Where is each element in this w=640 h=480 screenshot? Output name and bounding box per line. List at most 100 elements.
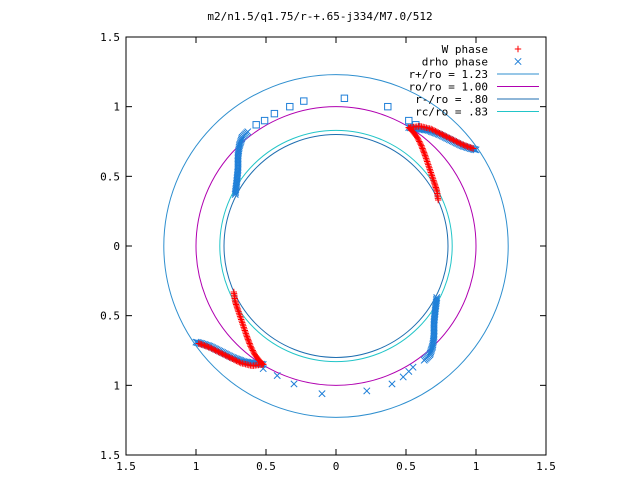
W-phase-marker [248,344,255,351]
W-phase-marker [429,126,436,133]
W-phase-marker [237,314,244,322]
W-phase-marker [244,334,251,342]
W-phase-marker [470,145,477,152]
W-phase-marker [244,336,252,343]
x-tick-label: 1.5 [116,460,136,473]
W-phase-marker [425,163,432,170]
W-phase-marker [205,343,212,351]
W-phase-marker [451,137,459,145]
W-phase-marker [215,348,222,356]
W-phase-marker [414,134,421,141]
W-phase-marker [230,356,237,363]
W-phase-marker [427,169,435,176]
W-phase-marker [458,141,466,148]
W-phase-marker [437,130,445,138]
W-phase-marker [245,338,253,346]
W-phase-marker [428,170,435,178]
W-phase-marker [426,164,433,171]
series-drho phase [192,124,480,398]
W-phase-marker [419,146,427,154]
W-phase-marker [447,135,454,142]
W-phase-marker [430,177,437,184]
W-phase-marker [226,354,233,361]
W-phase-marker [457,140,464,147]
W-phase-marker [460,141,467,149]
W-phase-marker [429,174,436,181]
W-phase-marker [208,345,215,352]
W-phase-marker [235,310,243,317]
W-phase-marker [229,355,236,363]
W-phase-marker [234,358,242,365]
W-phase-marker [463,142,470,150]
W-phase-marker [212,347,219,354]
W-phase-marker [243,331,250,339]
W-phase-marker [232,357,239,364]
W-phase-marker [430,127,438,134]
W-phase-marker [218,350,225,357]
legend-label: ro/ro = 1.00 [409,81,488,94]
W-phase-marker [195,340,202,347]
drho-phase-marker [388,380,396,388]
W-phase-marker [251,351,258,358]
W-phase-marker [225,353,232,360]
W-phase-marker [240,324,247,331]
square-marker [286,102,294,111]
W-phase-marker [250,348,257,356]
series-W phase [195,122,477,370]
W-phase-marker [241,327,249,334]
W-phase-marker [442,132,449,140]
W-phase-marker [436,129,443,137]
W-phase-marker [429,175,437,182]
W-phase-marker [439,131,446,138]
W-phase-marker [426,166,433,173]
W-phase-marker [454,138,461,146]
W-phase-marker [220,351,228,358]
W-phase-marker [227,354,235,362]
W-phase-marker [239,319,246,326]
W-phase-marker [247,343,254,350]
W-phase-marker [213,347,221,355]
x-tick-label: 1.5 [536,460,556,473]
W-phase-marker [440,132,447,139]
square-marker [384,102,392,111]
W-phase-marker [236,311,243,318]
drho-phase-marker [273,372,281,380]
x-tick-label: 1 [473,460,480,473]
y-tick-label: 1.5 [100,449,120,462]
legend-label: W phase [442,43,488,56]
circle-r-/ro = .80 [223,134,449,358]
W-phase-marker [245,337,252,344]
drho-phase-marker [363,387,371,395]
W-phase-marker [237,316,245,323]
W-phase-marker [219,350,226,358]
drho-phase-marker [318,390,326,398]
drho-phase-marker [399,373,407,381]
W-phase-marker [202,342,209,350]
W-phase-marker [427,167,434,175]
W-phase-marker [233,357,240,365]
W-phase-marker [250,350,258,357]
x-tick-label: 0 [333,460,340,473]
square-marker [270,109,279,118]
W-phase-marker [416,139,424,147]
W-phase-marker [249,347,256,354]
W-phase-marker [418,142,425,149]
W-phase-marker [435,129,442,136]
W-phase-marker [422,153,429,161]
W-phase-marker [423,158,431,165]
W-phase-marker [421,152,429,159]
chart-title: m2/n1.5/q1.75/r-+.65-j334/M7.0/512 [207,10,432,23]
W-phase-marker [425,161,432,168]
W-phase-marker [240,322,247,329]
W-phase-marker [248,345,256,353]
W-phase-marker [238,317,245,325]
W-phase-marker [417,141,424,148]
W-phase-marker [223,352,230,360]
data-markers [192,94,480,398]
W-phase-marker [222,352,229,359]
circle-rc/ro = .83 [219,129,453,363]
W-phase-marker [204,343,211,350]
drho-phase-marker [290,380,298,388]
W-phase-marker [216,349,223,356]
